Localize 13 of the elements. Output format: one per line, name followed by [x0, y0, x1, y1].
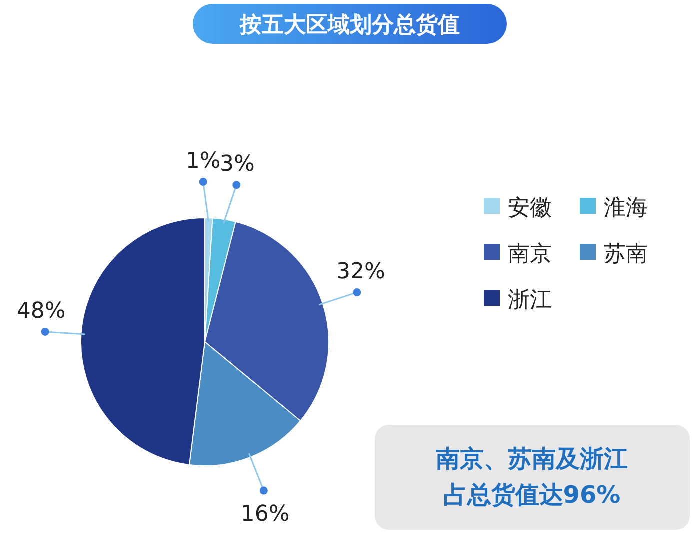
legend-label: 浙江 [508, 288, 552, 313]
data-label: 16% [240, 502, 290, 527]
legend-label: 安徽 [508, 196, 552, 221]
data-label: 48% [16, 298, 66, 324]
legend-label: 南京 [508, 242, 552, 267]
data-label: 1% [186, 149, 221, 174]
text: 南京、苏南及浙江 [435, 445, 628, 473]
data-label: 32% [336, 260, 386, 285]
legend-label: 淮海 [604, 196, 648, 221]
legend-label: 苏南 [604, 242, 648, 267]
chart-title: 按五大区域划分总货值 [239, 13, 460, 38]
data-label: 3% [220, 152, 255, 178]
text: 占总货值达96% [443, 481, 621, 509]
